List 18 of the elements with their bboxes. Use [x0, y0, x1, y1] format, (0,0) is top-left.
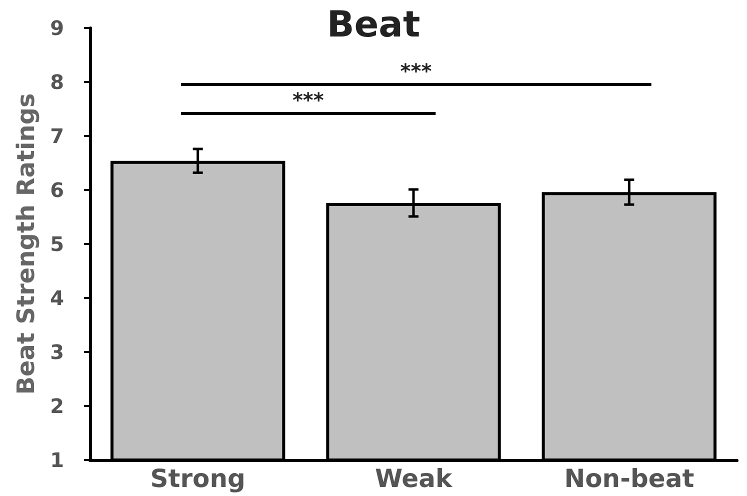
- y-tick-label: 3: [50, 340, 64, 364]
- y-tick-label: 8: [50, 70, 64, 94]
- chart-title: Beat: [326, 4, 420, 46]
- y-tick-label: 9: [50, 16, 64, 40]
- x-tick-label: Strong: [150, 464, 246, 493]
- significance-bracket: ***: [180, 59, 652, 87]
- y-tick-label: 4: [50, 286, 64, 310]
- annotation: ***: [291, 88, 325, 112]
- y-tick-label: 1: [50, 448, 64, 472]
- x-tick-label: Non-beat: [564, 464, 694, 493]
- y-tick-label: 2: [50, 394, 64, 418]
- y-tick-label: 5: [50, 232, 64, 256]
- annotation: ***: [399, 59, 433, 84]
- y-tick-label: 6: [50, 178, 64, 202]
- y-axis-title: Beat Strength Ratings: [12, 93, 40, 395]
- y-tick-label: 7: [50, 124, 64, 148]
- x-tick-label: Weak: [374, 464, 454, 493]
- significance-bracket: ***: [180, 88, 436, 116]
